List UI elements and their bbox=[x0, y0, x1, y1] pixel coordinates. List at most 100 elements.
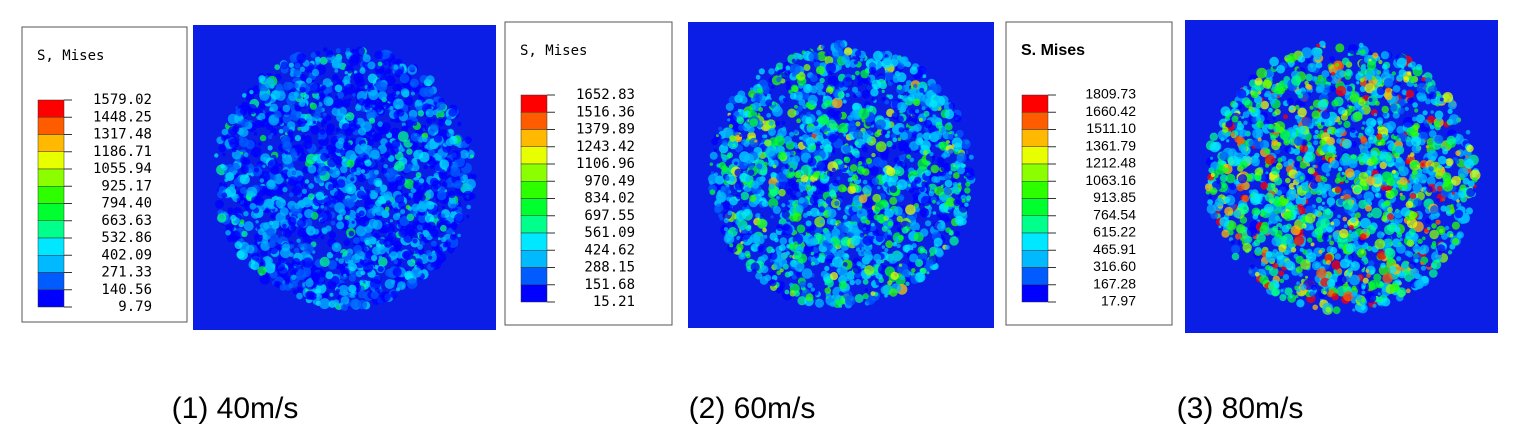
legend-value: 1448.25 bbox=[93, 109, 152, 125]
contour-speckle bbox=[312, 156, 318, 162]
contour-speckle bbox=[727, 152, 733, 159]
contour-speckle bbox=[843, 272, 853, 281]
contour-speckle bbox=[355, 225, 367, 237]
contour-speckle bbox=[768, 68, 775, 75]
contour-speckle bbox=[323, 47, 328, 52]
contour-speckle bbox=[374, 264, 379, 270]
contour-speckle bbox=[798, 197, 805, 204]
contour-speckle bbox=[311, 68, 320, 77]
contour-speckle bbox=[297, 126, 302, 131]
contour-speckle bbox=[300, 126, 307, 133]
legend-swatch bbox=[1021, 267, 1049, 285]
contour-speckle bbox=[1451, 191, 1456, 195]
contour-speckle bbox=[229, 183, 235, 190]
contour-speckle bbox=[359, 280, 364, 284]
contour-speckle bbox=[817, 190, 822, 195]
contour-speckle bbox=[404, 224, 415, 234]
contour-speckle bbox=[781, 72, 788, 79]
contour-speckle bbox=[812, 167, 817, 172]
contour-speckle bbox=[292, 289, 298, 295]
contour-speckle bbox=[886, 94, 890, 98]
contour-speckle bbox=[469, 154, 474, 159]
contour-speckle bbox=[781, 120, 786, 125]
contour-speckle bbox=[966, 172, 975, 181]
contour-speckle bbox=[896, 160, 903, 167]
contour-speckle bbox=[407, 196, 412, 201]
contour-speckle bbox=[1271, 236, 1282, 247]
contour-speckle bbox=[947, 122, 952, 126]
contour-speckle bbox=[411, 267, 422, 278]
contour-speckle bbox=[843, 156, 851, 164]
contour-speckle bbox=[743, 208, 751, 216]
contour-speckle bbox=[874, 206, 881, 214]
contour-speckle bbox=[954, 133, 958, 137]
contour-speckle bbox=[357, 290, 366, 299]
contour-speckle bbox=[753, 245, 758, 250]
contour-speckle bbox=[813, 252, 820, 259]
contour-speckle bbox=[257, 112, 266, 121]
contour-speckle bbox=[264, 78, 276, 89]
contour-speckle bbox=[396, 91, 400, 95]
contour-speckle bbox=[968, 154, 974, 160]
contour-speckle bbox=[255, 220, 259, 224]
contour-speckle bbox=[282, 187, 288, 193]
contour-speckle bbox=[343, 239, 351, 247]
contour-speckle bbox=[1415, 63, 1423, 71]
legend-value: 970.49 bbox=[584, 173, 635, 189]
contour-speckle bbox=[898, 127, 905, 133]
caption: (1) 40m/s bbox=[172, 392, 299, 425]
contour-speckle bbox=[807, 282, 813, 288]
contour-speckle bbox=[451, 150, 461, 160]
contour-speckle bbox=[956, 152, 967, 163]
contour-speckle bbox=[759, 121, 763, 125]
contour-speckle bbox=[740, 191, 750, 201]
contour-speckle bbox=[1366, 225, 1376, 235]
contour-speckle bbox=[291, 257, 301, 267]
contour-speckle bbox=[228, 209, 233, 215]
contour-speckle bbox=[346, 47, 351, 52]
contour-speckle bbox=[304, 179, 310, 184]
contour-speckle bbox=[419, 87, 429, 97]
contour-speckle bbox=[762, 227, 767, 233]
contour-speckle bbox=[327, 123, 331, 128]
contour-speckle bbox=[231, 149, 242, 160]
contour-speckle bbox=[892, 137, 898, 143]
contour-speckle bbox=[270, 214, 274, 219]
contour-speckle bbox=[375, 180, 382, 187]
contour-speckle bbox=[220, 163, 226, 169]
contour-speckle bbox=[795, 272, 801, 277]
contour-speckle bbox=[369, 191, 378, 200]
contour-speckle bbox=[871, 222, 875, 227]
contour-speckle bbox=[790, 193, 794, 198]
contour-speckle bbox=[1291, 132, 1297, 138]
contour-speckle bbox=[304, 244, 314, 254]
contour-speckle bbox=[935, 121, 943, 129]
contour-speckle bbox=[368, 117, 376, 124]
contour-speckle bbox=[1298, 272, 1303, 277]
contour-speckle bbox=[275, 83, 283, 91]
contour-speckle bbox=[898, 234, 904, 241]
legend-swatch bbox=[37, 99, 65, 118]
contour-speckle bbox=[864, 288, 868, 292]
contour-speckle bbox=[427, 187, 431, 190]
contour-speckle bbox=[913, 83, 918, 89]
contour-speckle bbox=[892, 175, 899, 182]
contour-speckle bbox=[869, 66, 877, 75]
contour-speckle bbox=[328, 168, 334, 175]
contour-speckle bbox=[903, 146, 912, 155]
contour-speckle bbox=[858, 194, 868, 204]
contour-speckle bbox=[901, 226, 909, 234]
contour-speckle bbox=[1321, 201, 1325, 205]
contour-speckle bbox=[241, 201, 248, 208]
contour-speckle bbox=[787, 179, 796, 187]
contour-speckle bbox=[828, 133, 838, 143]
contour-speckle bbox=[854, 141, 859, 146]
legend-swatch bbox=[1021, 146, 1049, 165]
contour-speckle bbox=[930, 83, 936, 89]
contour-speckle bbox=[274, 110, 282, 119]
contour-speckle bbox=[240, 165, 249, 174]
contour-speckle bbox=[364, 159, 372, 167]
contour-speckle bbox=[794, 161, 799, 166]
contour-speckle bbox=[954, 230, 961, 237]
contour-speckle bbox=[239, 187, 248, 195]
